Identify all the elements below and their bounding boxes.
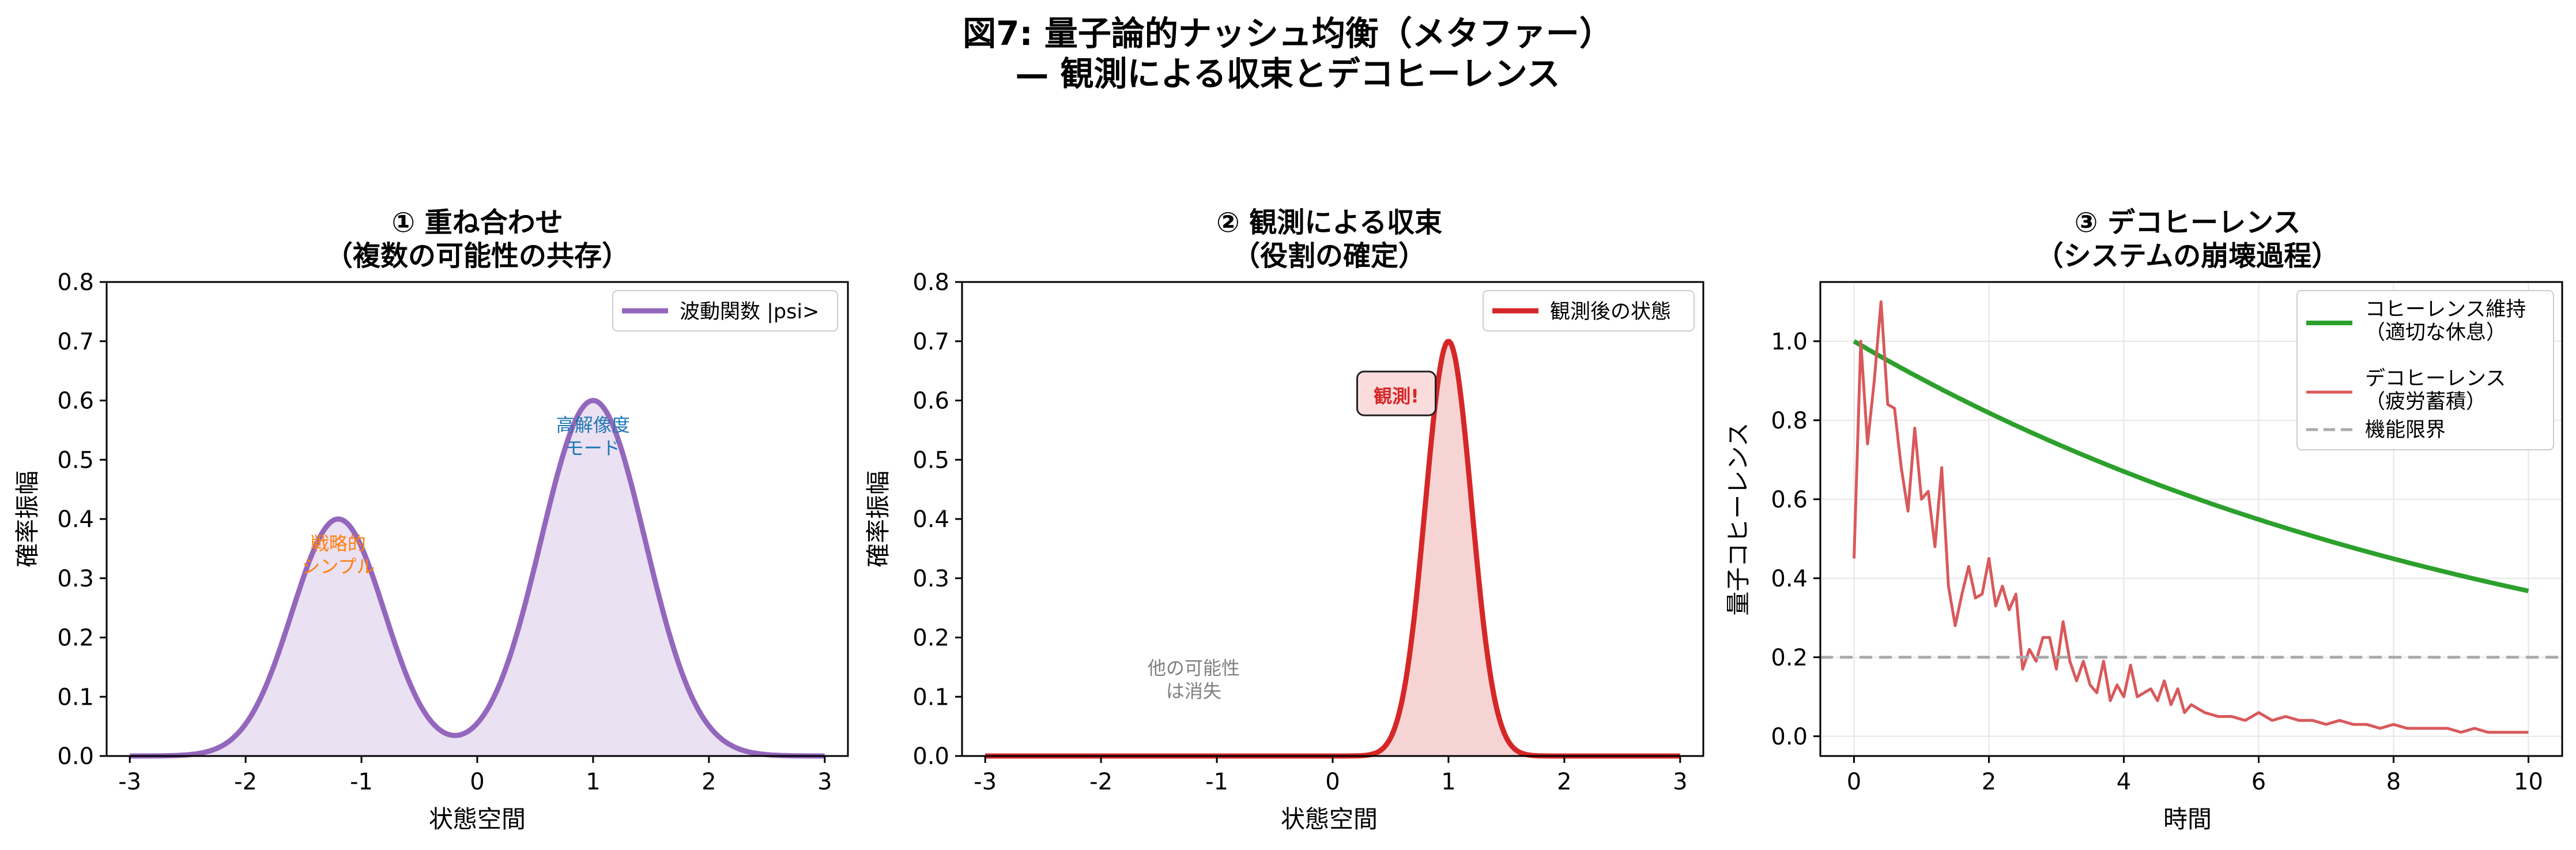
legend-sublabel-1: （疲労蓄積）	[2365, 390, 2486, 413]
series-area-0	[985, 341, 1680, 756]
axes-frame	[1819, 281, 2563, 757]
x-tick-label-1: 2	[1982, 769, 1996, 795]
y-tick-label-1: 0.2	[1771, 645, 1808, 671]
series-area-0	[130, 400, 825, 756]
x-tick-label-0: -3	[974, 769, 997, 795]
panel-collapse: ② 観測による収束 （役割の確定） -3 -2 -1 0 1 2 3 0.0 0.1 0.2 0.3…	[864, 206, 1704, 833]
legend-label-2: 機能限界	[2365, 419, 2446, 442]
annotation-box-0	[1356, 370, 1437, 416]
legend-box	[1483, 290, 1695, 332]
panel-1-xlabel: 状態空間	[429, 805, 526, 833]
y-tick-label-6: 0.6	[57, 388, 94, 415]
annotation-line2-1: モード	[565, 437, 621, 459]
annotation-line2-0: シンプル	[301, 556, 375, 578]
x-tick-label-6: 3	[1673, 769, 1687, 795]
x-tick-label-2: -1	[1205, 769, 1228, 795]
panel-3-title-line2: （システムの崩壊過程）	[2036, 240, 2340, 272]
y-tick-label-3: 0.3	[57, 566, 94, 592]
panel-1-ylabel: 確率振幅	[13, 471, 42, 567]
x-tick-label-3: 0	[470, 769, 484, 795]
y-tick-label-4: 0.8	[1771, 408, 1808, 434]
x-tick-label-1: -2	[1089, 769, 1112, 795]
y-tick-label-0: 0.0	[912, 743, 949, 770]
x-tick-label-5: 2	[1557, 769, 1571, 795]
panel-decoherence: ③ デコヒーレンス （システムの崩壊過程） 0 2 4 6 8 10 0.0 0.2 0.4 0.…	[1724, 206, 2563, 833]
x-tick-label-4: 1	[586, 769, 600, 795]
panel-3-title-line1: ③ デコヒーレンス	[2075, 206, 2300, 239]
panel-1-title-line2: （複数の可能性の共存）	[325, 240, 629, 272]
annotation-line1-1: 他の可能性	[1148, 657, 1240, 679]
y-tick-label-4: 0.4	[57, 506, 94, 533]
x-tick-label-0: 0	[1847, 769, 1861, 795]
y-tick-label-5: 0.5	[912, 447, 949, 473]
annotation-line1-0: 戦略的	[311, 533, 366, 555]
series-line-0	[1853, 339, 2529, 593]
panel-superposition: ① 重ね合わせ （複数の可能性の共存） -3 -2 -1 0 1 2 3 0.0 0.1 0.2 0…	[13, 206, 849, 833]
annotation-line1-1: 高解像度	[556, 414, 630, 436]
x-tick-label-1: -2	[234, 769, 257, 795]
x-tick-label-5: 2	[701, 769, 716, 795]
x-tick-label-2: 4	[2117, 769, 2131, 795]
legend-sublabel-0: （適切な休息）	[2365, 321, 2506, 344]
annotation-line2-1: は消失	[1166, 680, 1221, 702]
legend-label-1: デコヒーレンス	[2365, 367, 2506, 390]
y-tick-label-5: 0.5	[57, 447, 94, 473]
legend-box	[2296, 290, 2554, 450]
legend-label: 観測後の状態	[1550, 300, 1671, 324]
panel-2-title-line2: （役割の確定）	[1232, 240, 1426, 272]
panel-2-xlabel: 状態空間	[1281, 805, 1378, 833]
y-tick-label-2: 0.2	[57, 625, 94, 652]
y-tick-label-6: 0.6	[912, 388, 949, 415]
panel-3-xlabel: 時間	[2163, 805, 2212, 833]
x-tick-label-5: 10	[2514, 769, 2543, 795]
y-tick-label-2: 0.4	[1771, 566, 1808, 592]
legend-label: 波動関数 |psi>	[680, 300, 819, 324]
axes-frame	[961, 281, 1704, 757]
x-tick-label-2: -1	[350, 769, 373, 795]
y-tick-label-0: 0.0	[57, 743, 94, 770]
panel-1-title-line1: ① 重ね合わせ	[391, 206, 563, 239]
axes-frame	[105, 281, 849, 757]
x-tick-label-3: 0	[1325, 769, 1340, 795]
panel-3-ylabel: 量子コヒーレンス	[1724, 422, 1752, 615]
y-tick-label-1: 0.1	[912, 684, 949, 710]
x-tick-label-3: 6	[2251, 769, 2266, 795]
annotation-text-0: 観測!	[1374, 385, 1419, 407]
y-tick-label-8: 0.8	[912, 269, 949, 296]
series-line-0	[984, 339, 1681, 759]
y-tick-label-5: 1.0	[1771, 329, 1808, 355]
y-tick-label-0: 0.0	[1771, 724, 1808, 750]
y-tick-label-3: 0.6	[1771, 487, 1808, 513]
x-tick-label-0: -3	[118, 769, 141, 795]
y-tick-label-7: 0.7	[57, 329, 94, 355]
x-tick-label-4: 1	[1441, 769, 1455, 795]
panel-2-title-line1: ② 観測による収束	[1216, 206, 1442, 239]
legend-label-0: コヒーレンス維持	[2365, 298, 2526, 321]
y-tick-label-2: 0.2	[912, 625, 949, 652]
y-tick-label-1: 0.1	[57, 684, 94, 710]
figure-title-line2: — 観測による収束とデコヒーレンス	[1015, 54, 1560, 93]
x-tick-label-4: 8	[2386, 769, 2401, 795]
y-tick-label-8: 0.8	[57, 269, 94, 296]
series-line-0	[129, 398, 826, 759]
y-tick-label-4: 0.4	[912, 506, 949, 533]
legend-box	[612, 290, 838, 332]
y-tick-label-3: 0.3	[912, 566, 949, 592]
x-tick-label-6: 3	[817, 769, 832, 795]
panel-2-ylabel: 確率振幅	[864, 471, 892, 567]
y-tick-label-7: 0.7	[912, 329, 949, 355]
series-line-1	[1853, 300, 2529, 734]
figure-title-line1: 図7: 量子論的ナッシュ均衡（メタファー）	[963, 14, 1613, 53]
